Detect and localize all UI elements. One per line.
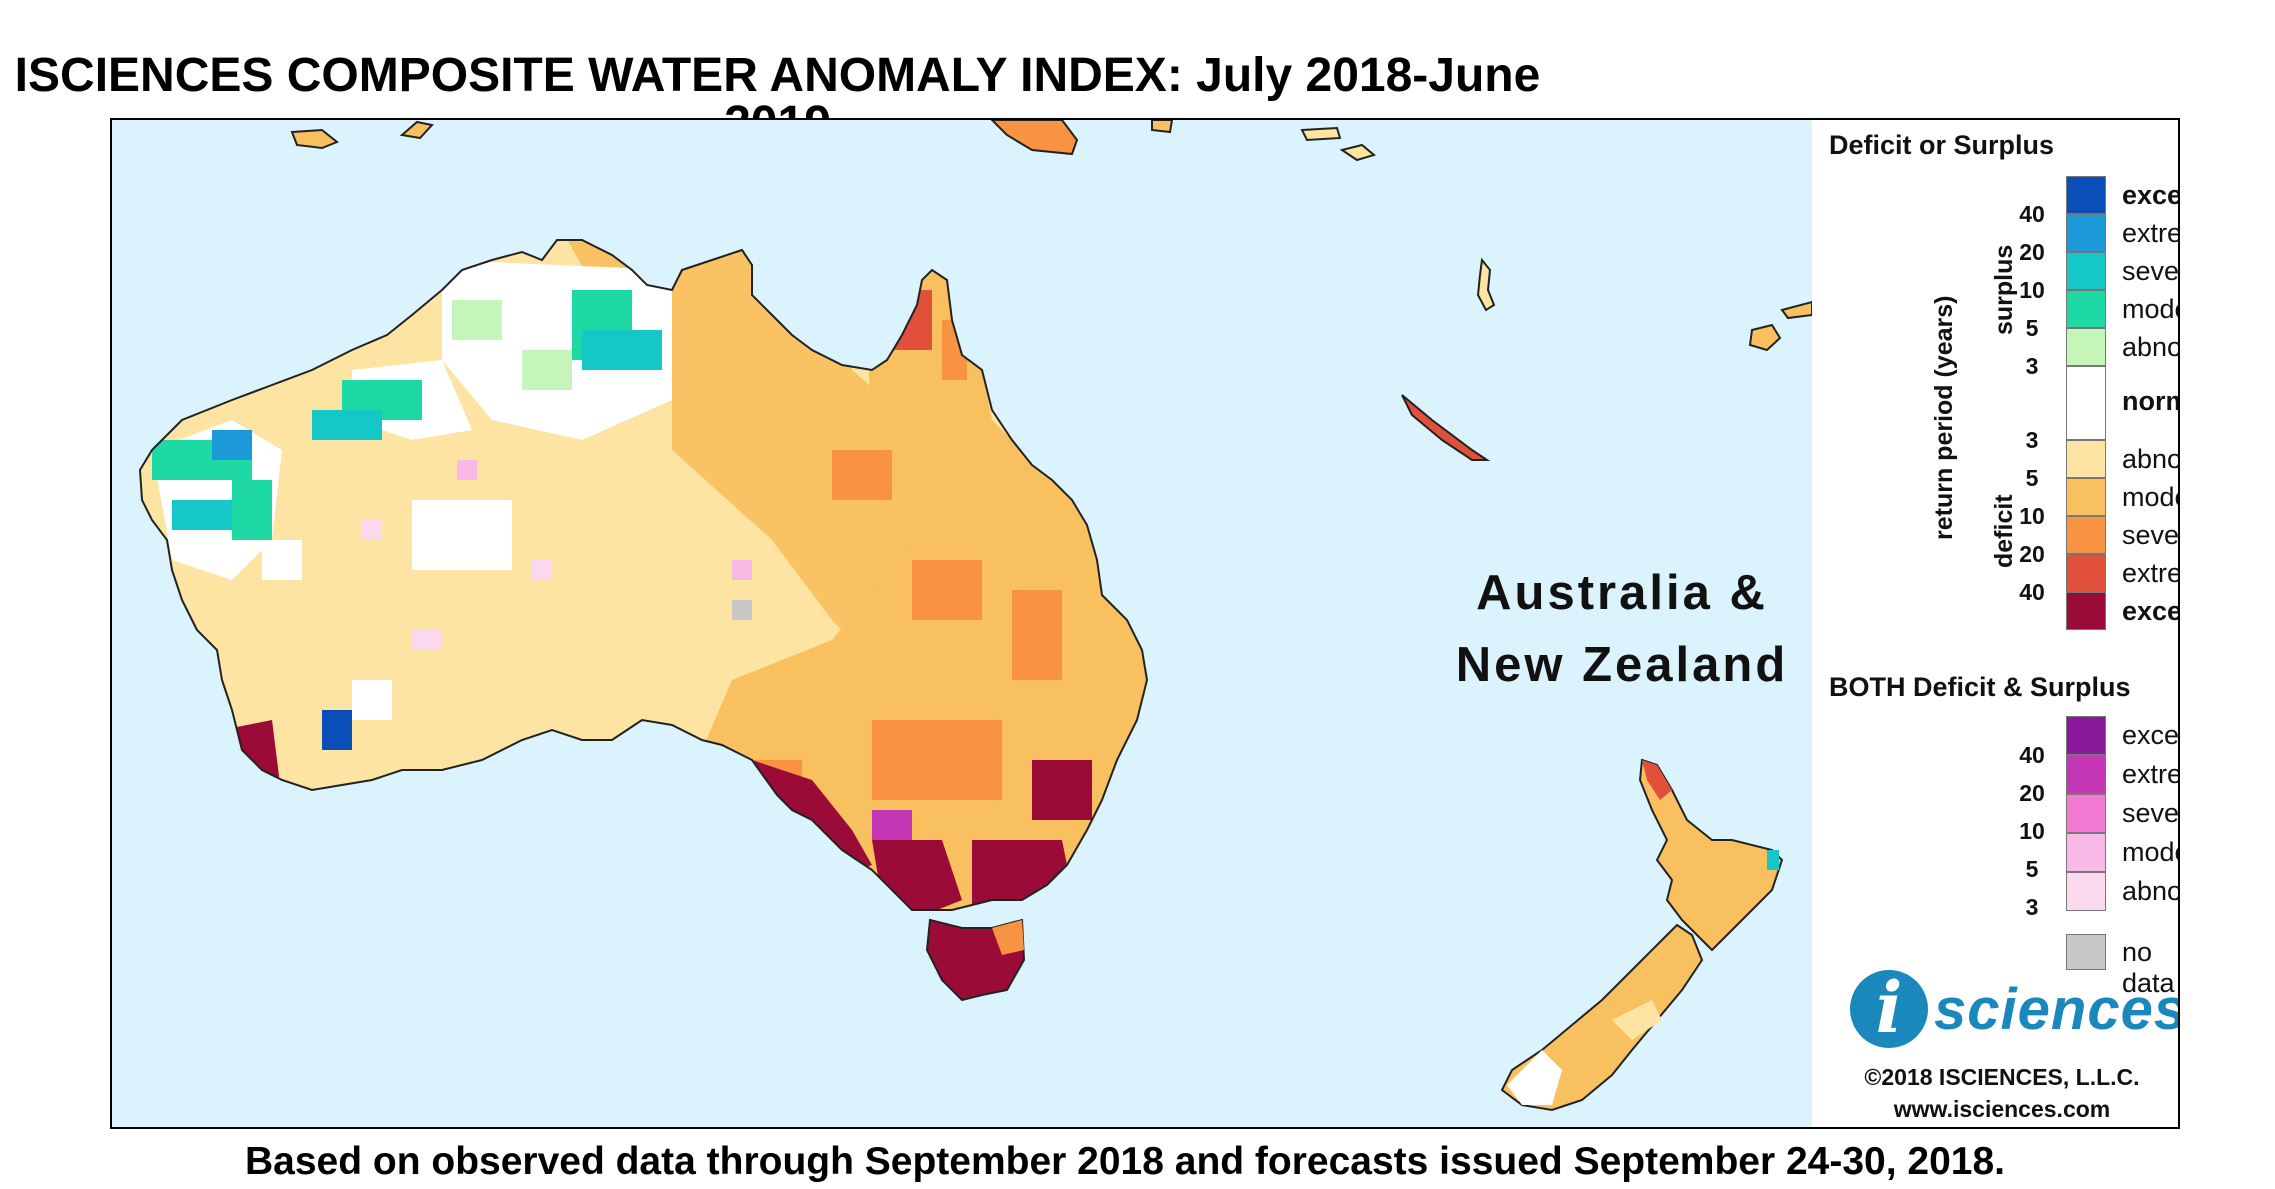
both-tick: 20: [2019, 780, 2045, 806]
both-abnormal-swatch: [2066, 872, 2106, 911]
surplus-moderate-label: moderate: [2122, 294, 2178, 324]
australia-anomaly-fill: [152, 240, 1147, 910]
deficit-extreme-swatch: [2066, 554, 2106, 592]
deficit-severe-label: severe: [2122, 520, 2180, 550]
region-label-line-1: Australia &: [1476, 566, 1768, 620]
normal-label: normal: [2122, 386, 2178, 416]
deficit-abnormal-label: abnormal: [2122, 444, 2180, 474]
surplus-abnormal-label: abnormal: [2122, 332, 2180, 362]
surplus-severe-swatch: [2066, 252, 2106, 290]
both-exceptional-label: exceptional: [2122, 720, 2180, 750]
region-label: Australia & New Zealand: [1382, 557, 1812, 701]
no-data-swatch: [2066, 934, 2106, 970]
region-label-line-2: New Zealand: [1455, 638, 1789, 692]
both-tick: 10: [2019, 818, 2045, 844]
map-footer-note: Based on observed data through September…: [245, 1140, 2005, 1183]
both-exceptional-swatch: [2066, 716, 2106, 755]
deficit-moderate-swatch: [2066, 478, 2106, 516]
deficit-tick: 5: [2025, 465, 2039, 491]
surplus-extreme-swatch: [2066, 214, 2106, 252]
both-severe-swatch: [2066, 794, 2106, 833]
both-abnormal-label: abnormal: [2122, 876, 2180, 906]
both-extreme-label: extreme: [2122, 759, 2180, 789]
map-panel: Australia & New Zealand: [112, 120, 1812, 1127]
isciences-logo: i sciences: [1842, 966, 2178, 1065]
surplus-extreme-label: extreme: [2122, 218, 2180, 248]
deficit-surplus-heading: Deficit or Surplus: [1829, 130, 2055, 160]
both-tick: 40: [2019, 742, 2045, 768]
no-data-label: no data: [2122, 937, 2175, 998]
new-guinea: [990, 120, 1079, 156]
map-frame: Australia & New Zealand Deficit or Surpl…: [110, 118, 2180, 1129]
deficit-abnormal-swatch: [2066, 440, 2106, 478]
surplus-tick: 20: [2019, 239, 2045, 265]
both-severe-label: severe: [2122, 798, 2180, 828]
website-link[interactable]: www.isciences.com: [1893, 1096, 2111, 1122]
deficit-tick: 20: [2019, 541, 2045, 567]
deficit-exceptional-swatch: [2066, 592, 2106, 630]
both-tick: 3: [2025, 894, 2039, 920]
both-extreme-swatch: [2066, 755, 2106, 794]
surplus-abnormal-swatch: [2066, 328, 2106, 366]
vanuatu: [1476, 257, 1496, 312]
logo-wordmark: sciences: [1934, 977, 2180, 1042]
deficit-severe-swatch: [2066, 516, 2106, 554]
copyright: ©2018 ISCIENCES, L.L.C.: [1864, 1064, 2140, 1090]
surplus-exceptional-label: exceptional: [2122, 180, 2178, 210]
deficit-tick: 40: [2019, 579, 2045, 605]
logo-letter: i: [1875, 966, 1903, 1049]
surplus-tick: 40: [2019, 201, 2045, 227]
new-zealand-north-island: [1638, 758, 1784, 952]
deficit-exceptional-label: exceptional: [2122, 596, 2178, 626]
surplus-tick: 10: [2019, 277, 2045, 303]
surplus-moderate-swatch: [2066, 290, 2106, 328]
surplus-exceptional-swatch: [2066, 176, 2106, 214]
legend: Deficit or Surplus return period (years)…: [1812, 120, 2180, 1127]
both-moderate-label: moderate: [2122, 837, 2178, 867]
both-heading: BOTH Deficit & Surplus: [1829, 672, 2131, 702]
new-caledonia: [1401, 394, 1491, 461]
timor-island: [290, 128, 339, 150]
surplus-tick: 3: [2025, 353, 2039, 379]
deficit-extreme-label: extreme: [2122, 558, 2180, 588]
fiji: [1748, 323, 1782, 352]
both-tick: 5: [2025, 856, 2039, 882]
logo-i-badge: i: [1850, 966, 1928, 1049]
anomaly-map: [138, 120, 1812, 1112]
surplus-severe-label: severe: [2122, 256, 2180, 286]
return-period-axis-label: return period (years): [1930, 295, 1958, 540]
both-moderate-swatch: [2066, 833, 2106, 872]
deficit-tick: 3: [2025, 427, 2039, 453]
deficit-moderate-label: moderate: [2122, 482, 2178, 512]
normal-swatch: [2066, 366, 2106, 440]
deficit-tick: 10: [2019, 503, 2045, 529]
surplus-tick: 5: [2025, 315, 2039, 341]
